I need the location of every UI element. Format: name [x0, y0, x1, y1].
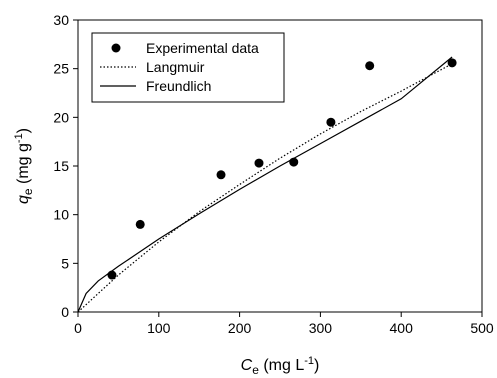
- y-tick-label: 25: [53, 61, 69, 77]
- y-tick-label: 20: [53, 109, 69, 125]
- legend-label-langmuir: Langmuir: [146, 59, 205, 75]
- axes: 0 100 200 300 400 500 0 5 10 15 20 25 30 Ce (mg L-1) q…: [13, 12, 494, 377]
- series-line-freundlich: [77, 56, 453, 313]
- x-axis-label: Ce (mg L-1): [241, 355, 320, 377]
- legend: Experimental data Langmuir Freundlich: [91, 32, 285, 103]
- y-tick-label: 15: [53, 158, 69, 174]
- y-tick-label: 30: [53, 12, 69, 28]
- y-tick-label: 10: [53, 207, 69, 223]
- y-tick-label: 5: [61, 255, 69, 271]
- legend-label-experimental-data: Experimental data: [146, 40, 259, 56]
- x-tick-label: 300: [309, 320, 333, 336]
- x-tick-label: 400: [390, 320, 414, 336]
- x-tick-label: 0: [74, 320, 82, 336]
- data-point: [216, 170, 226, 180]
- plot-area: [77, 56, 457, 313]
- x-tick-label: 100: [147, 320, 171, 336]
- legend-label-freundlich: Freundlich: [146, 78, 211, 94]
- y-tick-label: 0: [61, 304, 69, 320]
- data-point: [365, 61, 375, 71]
- x-tick-label: 500: [470, 320, 494, 336]
- series-line-langmuir: [77, 63, 453, 313]
- y-axis-label: qe (mg g-1): [13, 128, 35, 204]
- data-point: [135, 219, 145, 229]
- x-tick-label: 200: [228, 320, 252, 336]
- legend-marker-experimental-data: [111, 43, 121, 53]
- data-point: [254, 158, 264, 168]
- legend-box: [91, 32, 285, 103]
- data-point: [326, 117, 336, 127]
